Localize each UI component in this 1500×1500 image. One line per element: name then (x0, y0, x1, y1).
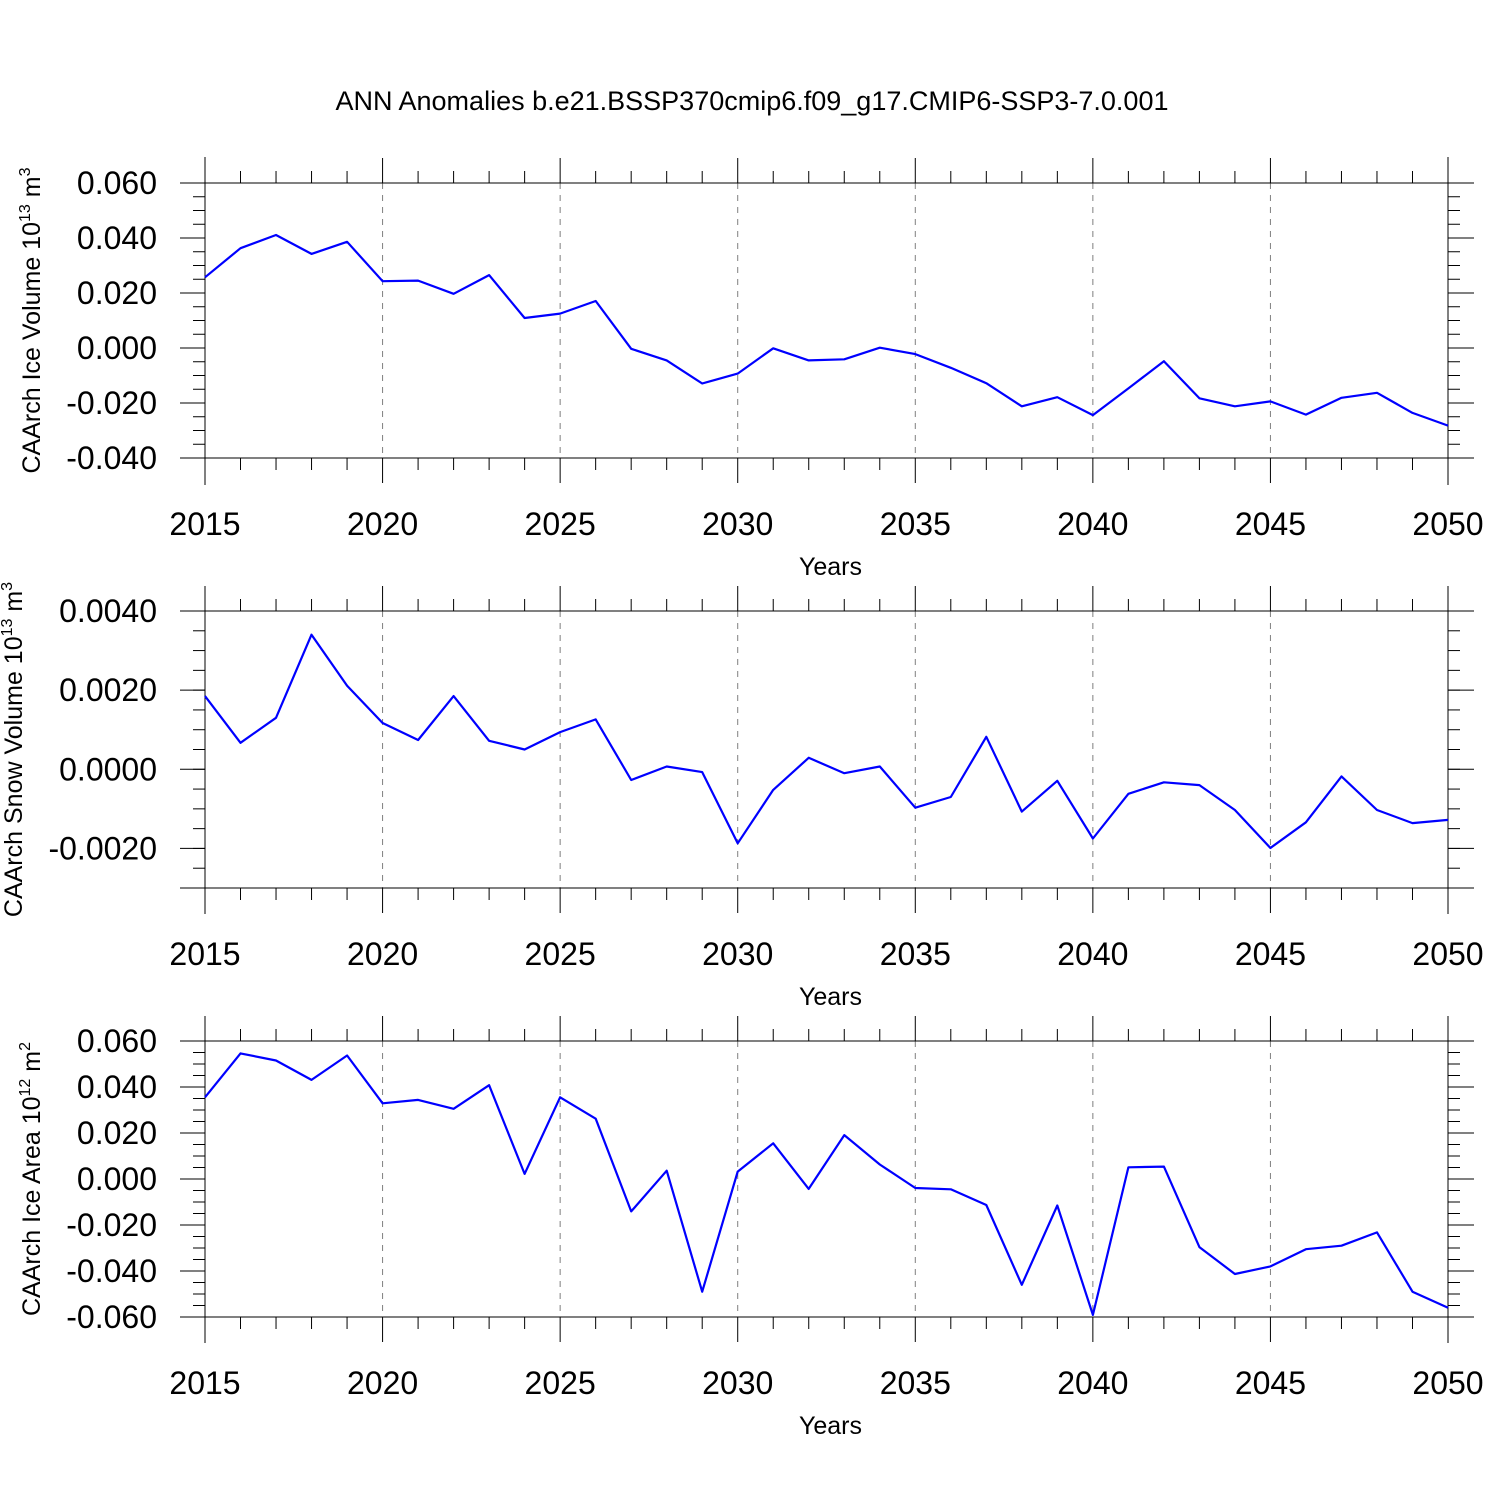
y-tick-label: 0.060 (77, 1023, 157, 1059)
x-tick-label: 2020 (347, 1365, 418, 1401)
x-tick-label: 2020 (347, 936, 418, 972)
x-tick-label: 2045 (1235, 506, 1306, 542)
y-tick-label: 0.040 (77, 220, 157, 256)
y-tick-label: -0.060 (66, 1299, 157, 1335)
chart-panel-1: 2015 2020 2025 2030 2035 2040 2045 2050 -0.040 -0… (17, 157, 1484, 581)
x-tick-label: 2035 (880, 1365, 951, 1401)
y-tick-label: 0.0040 (59, 593, 157, 629)
y-axis-label: CAArch Ice Area 1012 m2 (17, 1042, 46, 1316)
y-tick-label: -0.020 (66, 1207, 157, 1243)
x-tick-label: 2040 (1057, 506, 1128, 542)
x-tick-label: 2045 (1235, 936, 1306, 972)
chart-title: ANN Anomalies b.e21.BSSP370cmip6.f09_g17… (336, 86, 1169, 116)
chart-panel-3: 2015 2020 2025 2030 2035 2040 2045 2050 -0.060 -0… (17, 1016, 1484, 1440)
x-tick-label: 2030 (702, 936, 773, 972)
x-tick-label: 2025 (525, 506, 596, 542)
x-tick-label: 2040 (1057, 936, 1128, 972)
y-axis-label-text: m (18, 176, 46, 204)
y-axis-label-superscript: 13 (0, 618, 16, 636)
x-tick-label: 2015 (169, 936, 240, 972)
x-tick-label: 2020 (347, 506, 418, 542)
y-axis-label-text: CAArch Ice Area 10 (18, 1096, 46, 1316)
y-axis-label-text: CAArch Ice Volume 10 (18, 222, 46, 474)
chart-panels: 2015 2020 2025 2030 2035 2040 2045 2050 -0.040 -0… (0, 157, 1484, 1440)
x-tick-label: 2035 (880, 506, 951, 542)
x-tick-label: 2015 (169, 1365, 240, 1401)
y-axis-label-superscript: 3 (0, 582, 16, 591)
x-tick-label: 2050 (1412, 1365, 1483, 1401)
y-axis-label-superscript: 3 (17, 167, 34, 176)
x-tick-label: 2045 (1235, 1365, 1306, 1401)
y-axis-label-superscript: 13 (17, 204, 34, 222)
x-tick-label: 2030 (702, 506, 773, 542)
x-axis-label: Years (799, 983, 862, 1011)
x-tick-label: 2035 (880, 936, 951, 972)
y-tick-label: -0.020 (66, 385, 157, 421)
y-tick-label: 0.0000 (59, 751, 157, 787)
y-axis-label-text: m (18, 1051, 46, 1079)
y-tick-label: 0.0020 (59, 672, 157, 708)
series-line (204, 1052, 1449, 1317)
series-line (204, 633, 1449, 850)
y-axis-label-superscript: 12 (17, 1079, 34, 1097)
y-tick-label: 0.020 (77, 1115, 157, 1151)
y-axis-label-text: m (0, 591, 28, 619)
x-tick-label: 2030 (702, 1365, 773, 1401)
y-axis-label-text: CAArch Snow Volume 10 (0, 636, 28, 917)
series-line (204, 233, 1449, 427)
x-tick-label: 2050 (1412, 506, 1483, 542)
x-tick-label: 2015 (169, 506, 240, 542)
y-axis-label: CAArch Snow Volume 1013 m3 (0, 582, 28, 917)
y-tick-label: -0.0020 (48, 830, 157, 866)
chart-panel-2: 2015 2020 2025 2030 2035 2040 2045 2050 -0.0020 0… (0, 582, 1484, 1011)
y-tick-label: 0.000 (77, 330, 157, 366)
x-tick-label: 2025 (525, 936, 596, 972)
y-tick-label: -0.040 (66, 1253, 157, 1289)
y-axis-label-superscript: 2 (17, 1042, 34, 1051)
y-tick-label: -0.040 (66, 440, 157, 476)
x-tick-label: 2040 (1057, 1365, 1128, 1401)
y-tick-label: 0.060 (77, 165, 157, 201)
y-tick-label: 0.040 (77, 1069, 157, 1105)
y-tick-label: 0.000 (77, 1161, 157, 1197)
x-tick-label: 2025 (525, 1365, 596, 1401)
x-axis-label: Years (799, 553, 862, 581)
x-tick-label: 2050 (1412, 936, 1483, 972)
x-axis-label: Years (799, 1412, 862, 1440)
y-tick-label: 0.020 (77, 275, 157, 311)
y-axis-label: CAArch Ice Volume 1013 m3 (17, 167, 46, 473)
